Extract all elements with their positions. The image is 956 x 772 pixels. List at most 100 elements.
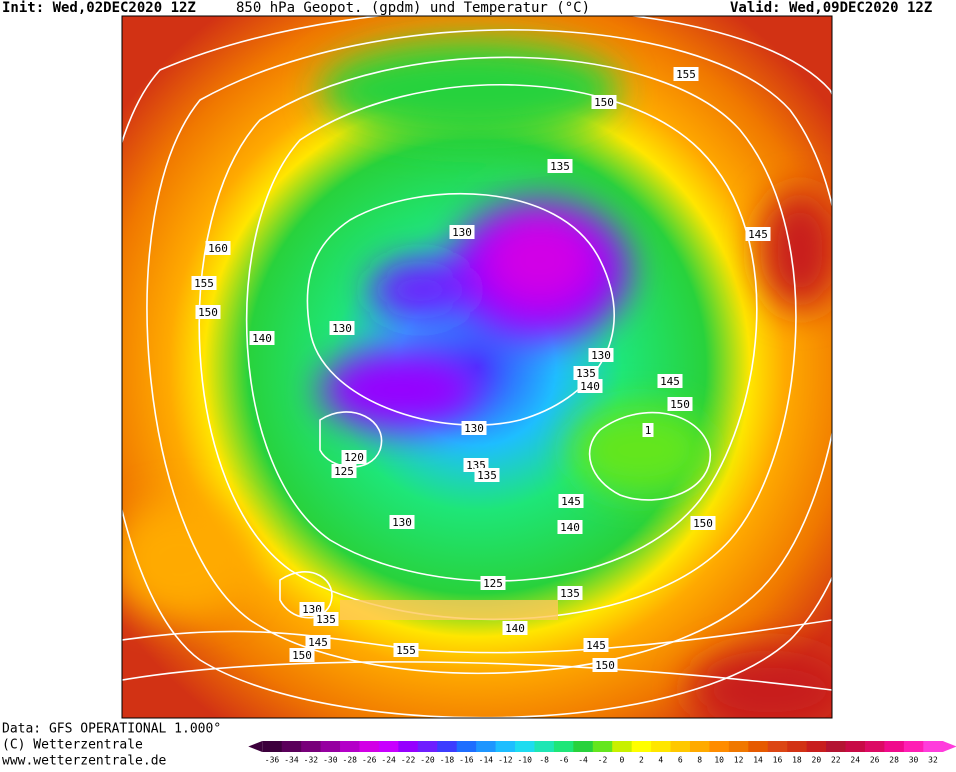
color-bar-cell [515,741,535,752]
contour-label-box [557,520,583,534]
contour-label-box [393,643,419,657]
map-area [122,16,832,718]
color-bar-cell [301,741,322,752]
color-bar-cell [903,741,924,752]
color-bar: -36 -34 -32 -30 -28 -26 -24 -22 -20 -18 -16 -14 -12-… [248,741,956,765]
color-bar-label: -24 [381,756,396,765]
contour-label-box [474,468,500,482]
contour-label-box [249,331,275,345]
contour-label-box [657,374,683,388]
contour-label: 145 [561,495,581,508]
color-bar-cell [534,741,555,752]
contour-label: 155 [396,644,416,657]
color-bar-label: 32 [928,756,938,765]
contour-label-box [591,95,617,109]
color-bar-cell [437,741,458,752]
contour-label-box [205,241,231,255]
color-bar-arrow-right [942,741,956,752]
contour-label: 150 [198,306,218,319]
color-bar-cell [709,741,730,752]
map-title: 850 hPa Geopot. (gpdm) und Temperatur (°… [236,0,590,16]
color-bar-label: -16 [459,756,474,765]
color-bar-label: -6 [559,756,569,765]
contour-label: 135 [560,587,580,600]
color-bar-cell [592,741,613,752]
color-bar-label: -36 [265,756,280,765]
color-bar-cell [670,741,691,752]
contour-label-box [673,67,699,81]
contour-label-box [745,227,771,241]
contour-label: 155 [194,277,214,290]
contour-label-box [305,635,331,649]
contour-label-box [289,648,315,662]
contour-label-box [667,397,693,411]
color-bar-label: 12 [734,756,744,765]
init-time: Init: Wed,02DEC2020 12Z [2,0,196,16]
contour-label: 1 [645,424,652,437]
contour-label: 140 [252,332,272,345]
color-bar-label: 22 [831,756,841,765]
website: www.wetterzentrale.de [2,754,167,769]
scale-ruler [340,600,558,620]
map-frame [121,15,833,719]
color-bar-label: -12 [498,756,513,765]
temperature-blobs [122,40,832,718]
contour-label-box [389,515,415,529]
contour-label: 150 [670,398,690,411]
color-bar-cell [281,741,302,752]
color-bar-label: 26 [870,756,880,765]
color-bar-label: 28 [889,756,899,765]
color-bar-label: -22 [401,756,416,765]
contour-label: 145 [660,375,680,388]
contour-label-box [577,379,603,393]
contour-label-box [592,658,618,672]
color-bar-cell [553,741,574,752]
contour-label-box [690,516,716,530]
contour-label: 140 [505,622,525,635]
contour-label-box [461,421,487,435]
contour-label-box [331,464,357,478]
contour-label-box [195,305,221,319]
color-bar-cell [767,741,788,752]
color-bar-label: -26 [362,756,377,765]
contour-label-box [558,494,584,508]
contour-label-box [313,612,339,626]
contour-label: 130 [332,322,352,335]
color-bar-cell [689,741,710,752]
contour-label: 145 [308,636,328,649]
color-bar-label: -34 [284,756,299,765]
color-bar-label: 0 [620,756,625,765]
contour-lines [122,16,832,718]
copyright: (C) Wetterzentrale [2,738,143,753]
contour-label-box [557,586,583,600]
contour-label: 130 [452,226,472,239]
color-bar-cell [728,741,749,752]
color-bar-cell [826,741,847,752]
color-bar-arrow-left [248,741,263,752]
color-bar-label: -10 [518,756,533,765]
contour-label-box [191,276,217,290]
contour-label-box [341,450,367,464]
contour-label: 130 [392,516,412,529]
valid-time: Valid: Wed,09DEC2020 12Z [730,0,932,16]
color-bar-cell [651,741,672,752]
color-bar-cell [320,741,341,752]
color-bar-label: -8 [539,756,549,765]
contour-label: 150 [693,517,713,530]
contour-label-box [583,638,609,652]
color-bar-cell [456,741,477,752]
color-bar-label: 8 [697,756,702,765]
color-bar-label: 30 [909,756,919,765]
color-bar-label: -4 [578,756,588,765]
contour-label: 125 [334,465,354,478]
contour-label: 150 [594,96,614,109]
color-bar-label: -32 [304,756,319,765]
color-bar-label: -2 [598,756,608,765]
contour-label-box [329,321,355,335]
contour-label: 160 [208,242,228,255]
color-bar-cell [787,741,808,752]
contour-label: 125 [483,577,503,590]
contour-label: 145 [748,228,768,241]
color-bar-label: -18 [440,756,455,765]
